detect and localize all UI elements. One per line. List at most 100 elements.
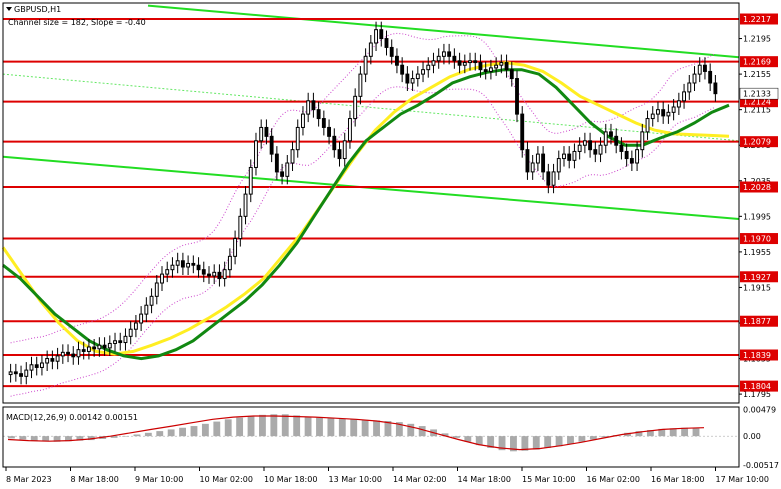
candle-body xyxy=(546,171,551,186)
macd-histogram-bar xyxy=(544,436,552,448)
level-tag-label: 1.2169 xyxy=(743,58,771,67)
candle-body xyxy=(394,55,399,66)
x-tick-label: 10 Mar 18:00 xyxy=(264,475,317,484)
macd-pane xyxy=(3,414,739,452)
macd-histogram-bar xyxy=(53,436,61,442)
candle-body xyxy=(525,149,530,173)
x-tick-label: 17 Mar 10:00 xyxy=(716,475,769,484)
macd-histogram-bar xyxy=(327,418,335,437)
price-axis-label: 1.1795 xyxy=(743,390,771,399)
candle-body xyxy=(374,29,378,44)
candle-body xyxy=(8,371,13,376)
macd-histogram-bar xyxy=(384,421,392,437)
macd-signal-line xyxy=(7,415,705,451)
candle-body xyxy=(295,126,300,151)
candle-body xyxy=(180,260,185,268)
price-axis-label: 1.1995 xyxy=(743,212,771,221)
macd-histogram-bar xyxy=(498,436,506,451)
candle-body xyxy=(55,355,60,362)
level-tag-label: 1.2217 xyxy=(743,15,771,24)
candle-body xyxy=(556,158,561,173)
candle-body xyxy=(426,64,431,71)
macd-histogram-bar xyxy=(692,428,700,437)
macd-axis-label: 0.00479 xyxy=(743,405,776,414)
candle-body xyxy=(624,150,629,160)
macd-frame xyxy=(2,406,740,468)
candle-body xyxy=(81,349,86,352)
candle-body xyxy=(483,69,488,72)
macd-histogram-bar xyxy=(350,419,358,437)
candle-body xyxy=(118,340,123,344)
header: GBPUSD,H1 Channel size = 182, Slope = -0… xyxy=(6,5,146,422)
macd-histogram-bar xyxy=(589,436,597,440)
level-tag xyxy=(740,380,778,392)
macd-histogram-bar xyxy=(30,436,38,441)
candle-body xyxy=(306,100,311,115)
level-tag xyxy=(740,315,778,327)
candle-body xyxy=(34,364,39,368)
candle-body xyxy=(509,69,514,80)
macd-histogram-bar xyxy=(407,423,415,437)
level-tag-label: 1.2124 xyxy=(743,98,771,107)
macd-axis-label: 0.00 xyxy=(743,432,761,441)
channel-mid-line xyxy=(2,73,740,142)
candle-body xyxy=(238,215,243,240)
level-tag xyxy=(740,56,778,68)
candle-body xyxy=(316,109,321,120)
bollinger-upper xyxy=(10,32,716,344)
candle-body xyxy=(582,140,587,146)
x-tick-label: 10 Mar 02:00 xyxy=(200,475,253,484)
candle-body xyxy=(494,64,499,69)
candle-body xyxy=(609,131,613,137)
candle-body xyxy=(243,193,248,217)
level-tag-label: 1.1970 xyxy=(743,235,771,244)
candle-body xyxy=(676,100,681,108)
macd-label: MACD(12,26,9) 0.00142 0.00151 xyxy=(6,413,138,422)
candle-body xyxy=(488,67,493,72)
candle-body xyxy=(201,269,206,275)
level-tag xyxy=(740,136,778,148)
candle-body xyxy=(441,51,446,57)
candle-body xyxy=(327,126,332,137)
candle-body xyxy=(697,64,702,75)
macd-histogram-bar xyxy=(293,415,301,437)
candle-body xyxy=(259,126,264,142)
level-tag-label: 1.2028 xyxy=(743,183,771,192)
candle-body xyxy=(212,271,217,277)
candle-body xyxy=(650,113,655,120)
candle-body xyxy=(170,264,175,271)
candle-body xyxy=(535,153,540,164)
candle-body xyxy=(107,342,112,349)
current-price-tag xyxy=(739,87,779,100)
macd-histogram-bar xyxy=(190,426,198,437)
level-tag-label: 1.2079 xyxy=(743,138,771,147)
macd-histogram-bar xyxy=(316,417,323,437)
candle-body xyxy=(389,46,394,57)
candle-body xyxy=(274,153,279,173)
candle-body xyxy=(269,135,274,155)
candle-body xyxy=(692,73,697,84)
macd-histogram-bar xyxy=(281,414,289,437)
candle-body xyxy=(379,29,384,40)
x-tick-label: 16 Mar 18:00 xyxy=(651,475,704,484)
candle-body xyxy=(661,109,666,117)
candle-body xyxy=(13,371,18,375)
candle-body xyxy=(149,295,154,306)
candle-body xyxy=(321,118,326,128)
macd-histogram-bar xyxy=(76,436,84,441)
candle-body xyxy=(645,118,650,133)
macd-histogram-bar xyxy=(167,429,175,437)
candle-body xyxy=(572,150,577,161)
candle-body xyxy=(682,91,687,102)
candle-body xyxy=(447,51,452,57)
price-axis-label: 1.1915 xyxy=(743,283,771,292)
candle-body xyxy=(353,95,358,120)
candle-body xyxy=(619,144,624,152)
dropdown-triangle-icon[interactable] xyxy=(6,7,12,11)
candle-body xyxy=(97,344,102,350)
macd-histogram-bar xyxy=(87,436,95,441)
macd-histogram-bar xyxy=(110,436,118,438)
macd-histogram-bar xyxy=(452,436,460,438)
candle-body xyxy=(588,140,593,151)
